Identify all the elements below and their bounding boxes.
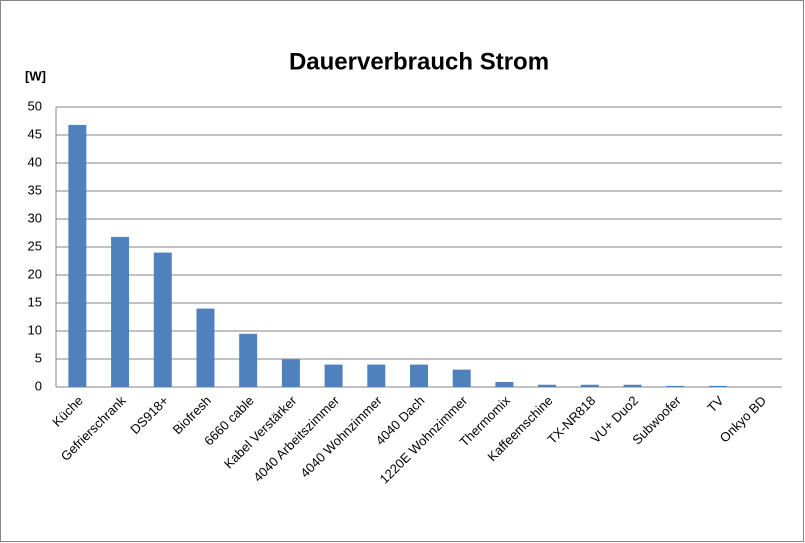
y-tick-label: 5 (35, 350, 42, 365)
y-tick-label: 40 (28, 154, 42, 169)
y-tick-label: 30 (28, 210, 42, 225)
bar (239, 333, 258, 387)
bar (367, 364, 386, 387)
bar (196, 308, 215, 387)
y-tick-label: 45 (28, 126, 42, 141)
y-axis-label: [W] (25, 68, 46, 83)
bar (111, 236, 130, 387)
bar (68, 124, 87, 388)
bar (281, 359, 300, 387)
bar (580, 384, 599, 387)
bar (538, 384, 557, 387)
y-tick-label: 25 (28, 238, 42, 253)
bar (153, 252, 172, 387)
y-tick-label: 20 (28, 266, 42, 281)
bar (708, 385, 727, 387)
bar (495, 381, 514, 387)
bar (623, 384, 642, 387)
bar (452, 369, 471, 387)
y-tick-label: 50 (28, 98, 42, 113)
y-tick-label: 0 (35, 378, 42, 393)
y-tick-label: 10 (28, 322, 42, 337)
y-tick-label: 15 (28, 294, 42, 309)
bar (324, 364, 343, 387)
y-tick-label: 35 (28, 182, 42, 197)
chart-title: Dauerverbrauch Strom (289, 48, 549, 75)
bar (666, 385, 685, 387)
bar (410, 364, 428, 387)
